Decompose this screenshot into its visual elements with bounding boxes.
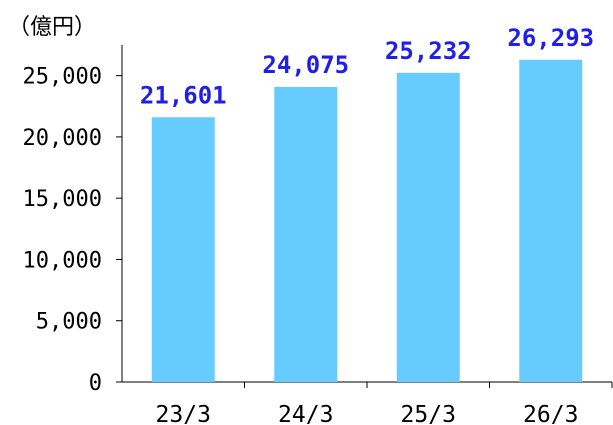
x-tick-label: 25/3 xyxy=(401,402,456,425)
data-label: 24,075 xyxy=(262,51,349,79)
y-tick-label: 5,000 xyxy=(36,310,102,335)
y-tick-label: 20,000 xyxy=(23,126,102,151)
bar xyxy=(519,59,583,383)
x-tick-label: 23/3 xyxy=(156,402,211,425)
y-tick-label: 0 xyxy=(89,371,102,396)
bar xyxy=(151,117,215,383)
x-tick-label: 26/3 xyxy=(523,402,578,425)
data-label: 25,232 xyxy=(385,37,472,65)
unit-label: （億円） xyxy=(8,15,96,40)
data-label: 26,293 xyxy=(507,24,594,52)
data-label: 21,601 xyxy=(140,81,227,109)
bar xyxy=(274,86,338,383)
x-tick-label: 24/3 xyxy=(278,402,333,425)
plot-area: 0 5,000 10,000 15,000 20,000 25,000 21,601 23/3… xyxy=(23,24,613,425)
bar xyxy=(396,72,460,383)
y-tick-label: 15,000 xyxy=(23,187,102,212)
y-tick-label: 10,000 xyxy=(23,248,102,273)
y-tick-label: 25,000 xyxy=(23,65,102,90)
